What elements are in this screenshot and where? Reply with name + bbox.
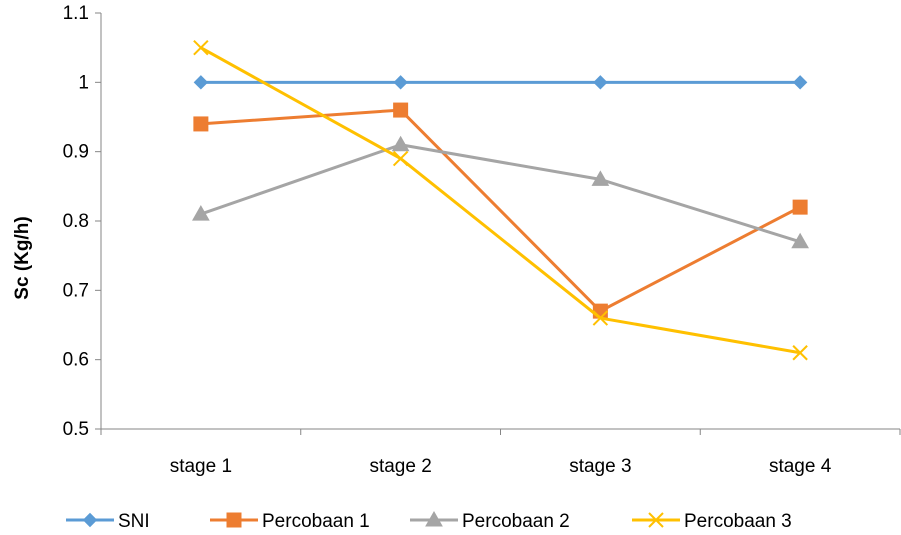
data-point: [392, 150, 409, 167]
legend: SNI Percobaan 1 Percobaan 2 Percobaan 3: [66, 510, 792, 532]
data-point: [792, 345, 808, 361]
data-point: [193, 39, 209, 56]
y-tick-label: 0.5: [63, 419, 89, 440]
data-point: [193, 75, 209, 90]
data-point: [591, 170, 610, 186]
series-1: [193, 75, 808, 90]
series-4: [193, 39, 808, 361]
y-tick-label: 1.1: [63, 3, 89, 24]
legend-marker: [425, 510, 443, 527]
data-point: [791, 232, 809, 249]
series-group: [192, 39, 809, 361]
x-tick-label: stage 1: [170, 456, 232, 477]
legend-label: Percobaan 1: [262, 511, 370, 532]
legend-item: Percobaan 3: [632, 511, 792, 532]
series-line: [200, 108, 801, 313]
y-tick-label: 0.8: [63, 211, 89, 232]
legend-item: SNI: [66, 511, 150, 532]
series-line: [200, 46, 801, 355]
y-tick-label: 1: [78, 72, 89, 93]
legend-label: Percobaan 2: [462, 511, 570, 532]
data-point: [393, 75, 408, 90]
data-point: [193, 116, 209, 132]
data-point: [792, 75, 808, 90]
x-tick-label: stage 3: [569, 456, 631, 477]
axes: 0.5 0.6 0.7 0.8 0.9 1 1.1 stage 1 stage 2 stage 3…: [63, 3, 901, 477]
series-line: [200, 143, 801, 244]
legend-marker: [648, 512, 664, 528]
legend-label: SNI: [118, 511, 150, 532]
data-point: [592, 310, 609, 326]
legend-marker: [82, 512, 98, 528]
legend-label: Percobaan 3: [684, 511, 792, 532]
series-2: [193, 102, 808, 319]
x-tick-label: stage 2: [369, 456, 431, 477]
series-3: [192, 135, 809, 249]
data-point: [792, 199, 808, 215]
data-point: [391, 135, 410, 152]
legend-item: Percobaan 1: [210, 511, 370, 532]
data-point: [192, 205, 210, 221]
data-point: [393, 102, 409, 118]
legend-item: Percobaan 2: [410, 510, 570, 532]
x-tick-label: stage 4: [769, 456, 832, 477]
legend-marker: [226, 512, 242, 528]
data-point: [593, 75, 608, 90]
y-tick-label: 0.7: [63, 280, 89, 301]
y-tick-label: 0.6: [63, 350, 89, 371]
y-tick-label: 0.9: [63, 142, 89, 163]
y-axis-title: Sc (Kg/h): [12, 216, 33, 299]
